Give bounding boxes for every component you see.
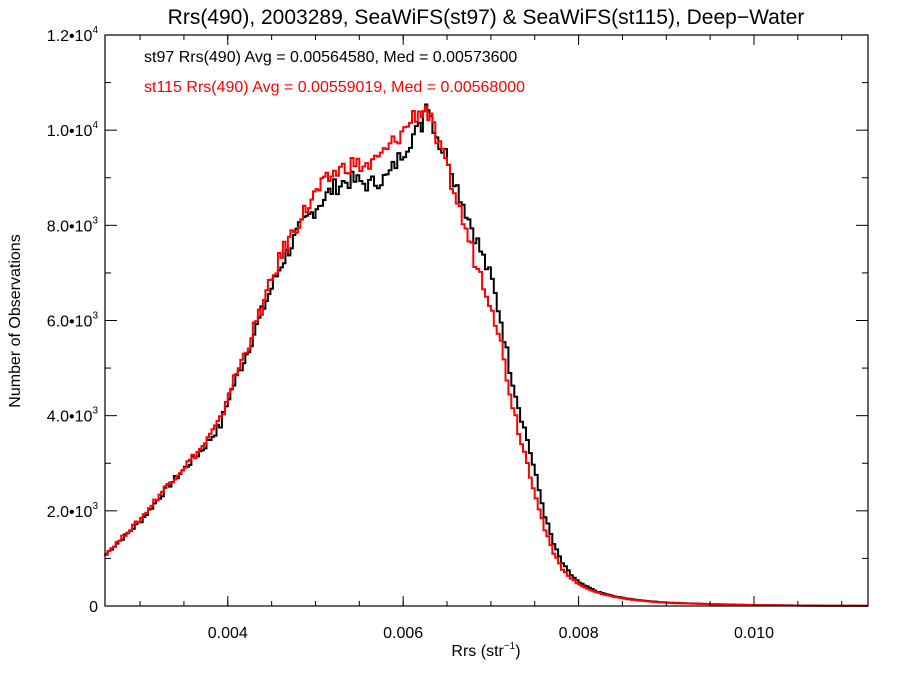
y-axis-label: Number of Observations <box>7 234 24 407</box>
stats-annotation-st97: st97 Rrs(490) Avg = 0.00564580, Med = 0.… <box>144 49 517 66</box>
y-tick-label: 4.0•103 <box>47 406 99 426</box>
y-tick-label-mantissa: 8.0•10 <box>47 218 93 235</box>
y-tick-label: 1.2•104 <box>47 25 99 45</box>
series-layer <box>104 103 868 607</box>
y-tick-label-mantissa: 6.0•10 <box>47 314 93 331</box>
stats-annotation-st115: st115 Rrs(490) Avg = 0.00559019, Med = 0… <box>144 79 525 96</box>
y-tick-label-exponent: 3 <box>92 215 98 226</box>
y-tick-label: 1.0•104 <box>47 120 99 140</box>
y-tick-label-mantissa: 2.0•10 <box>47 504 93 521</box>
y-tick-label-exponent: 3 <box>92 501 98 512</box>
x-tick-label: 0.004 <box>208 625 248 642</box>
x-axis-label-superscript: −1 <box>504 641 516 652</box>
y-tick-label-mantissa: 1.0•10 <box>47 123 93 140</box>
x-axis-label-text: Rrs (str <box>451 643 504 660</box>
x-axis-label: Rrs (str−1) <box>451 641 520 660</box>
y-tick-label-mantissa: 1.2•10 <box>47 28 93 45</box>
y-tick-label-exponent: 4 <box>92 25 98 36</box>
y-tick-label-exponent: 3 <box>92 406 98 417</box>
y-tick-label-mantissa: 0 <box>89 599 98 616</box>
x-tick-label: 0.008 <box>559 625 599 642</box>
plot-frame <box>104 34 869 607</box>
y-tick-label: 0 <box>89 599 98 616</box>
y-tick-label: 8.0•103 <box>47 215 99 235</box>
y-tick-label: 6.0•103 <box>47 311 99 331</box>
ticks-layer <box>105 34 868 607</box>
x-axis-label-close: ) <box>515 643 520 660</box>
y-tick-label-mantissa: 4.0•10 <box>47 409 93 426</box>
chart-title: Rrs(490), 2003289, SeaWiFS(st97) & SeaWi… <box>168 6 805 29</box>
histogram-series-2 <box>104 105 868 607</box>
x-tick-label: 0.006 <box>383 625 423 642</box>
y-tick-label: 2.0•103 <box>47 501 99 521</box>
histogram-series-1 <box>105 103 868 607</box>
y-tick-label-exponent: 3 <box>92 311 98 322</box>
x-tick-label: 0.010 <box>734 625 774 642</box>
y-tick-label-exponent: 4 <box>92 120 98 131</box>
tick-labels-layer: 0.004 0.006 0.008 0.01002.0•1034.0•1036.0•1… <box>47 25 774 642</box>
